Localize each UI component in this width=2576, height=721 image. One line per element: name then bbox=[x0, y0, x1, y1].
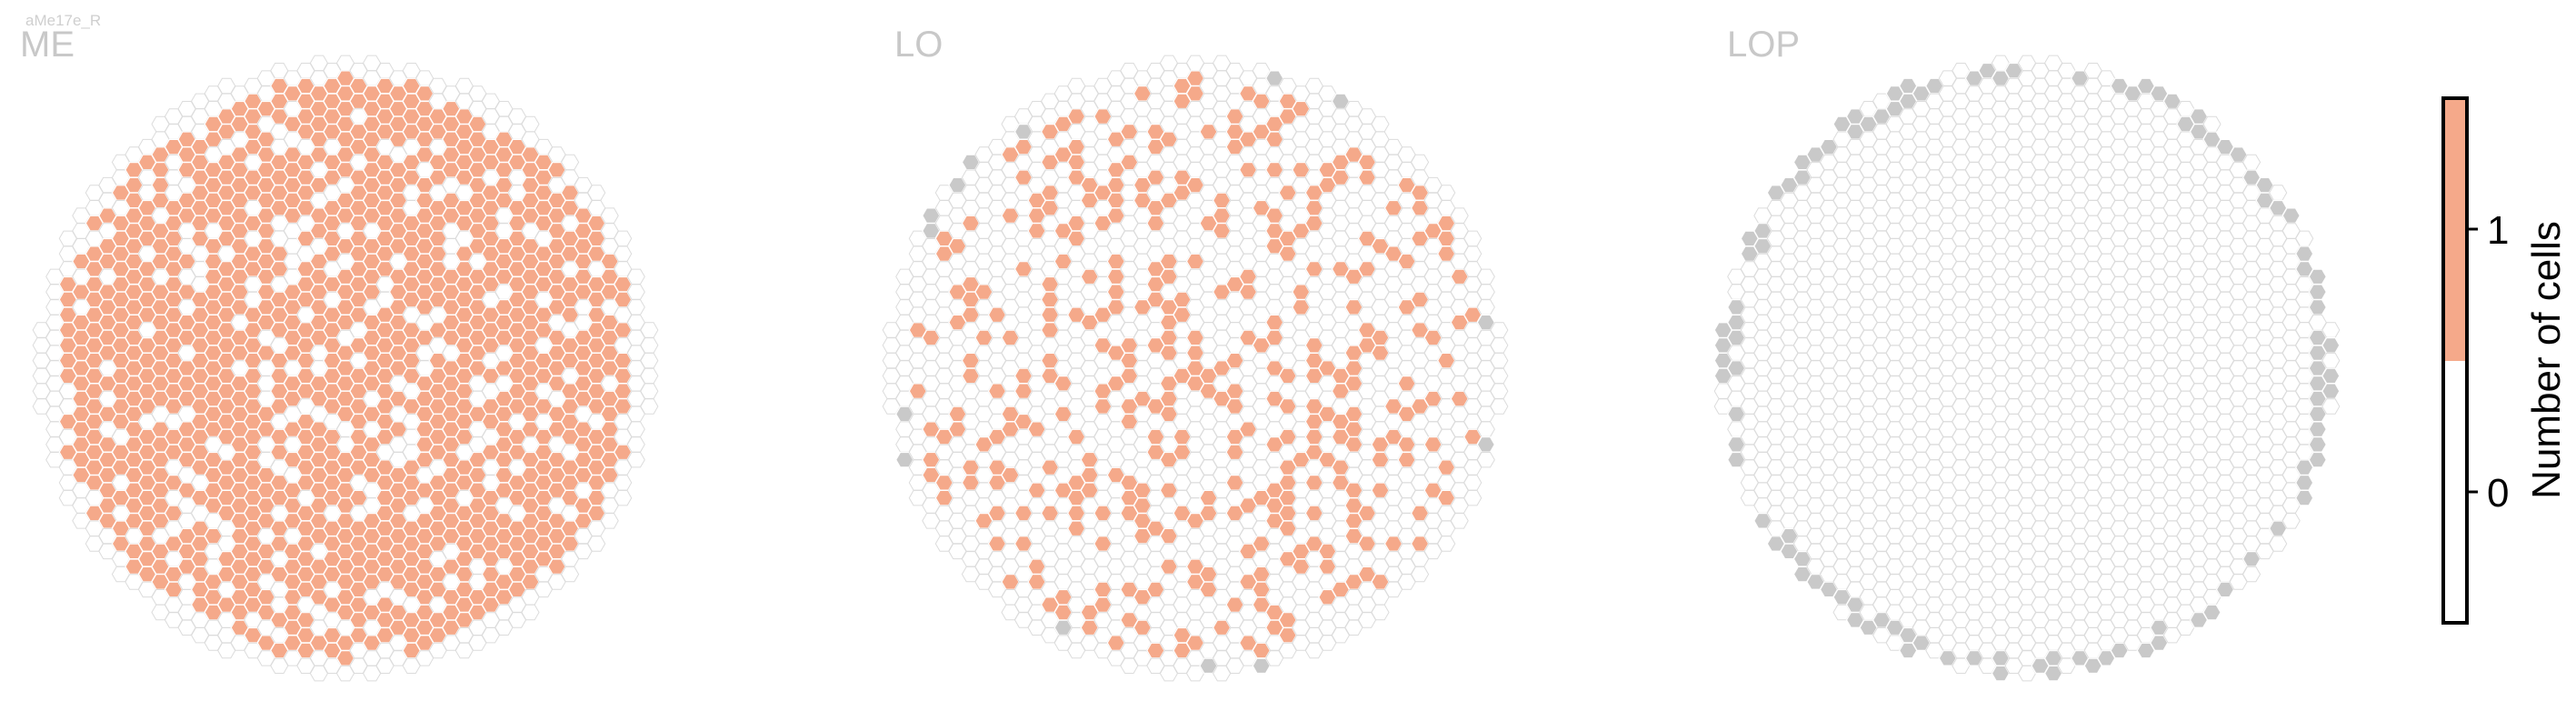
hex-cell-empty bbox=[600, 513, 619, 529]
hex-cell-boundary bbox=[2308, 268, 2327, 285]
hex-cell-empty bbox=[626, 452, 645, 468]
colorbar: 1 0 Number of cells bbox=[2441, 96, 2569, 625]
hex-cell-boundary bbox=[2308, 436, 2327, 453]
hex-cell-empty bbox=[1450, 207, 1469, 224]
hex-cell-empty bbox=[587, 185, 606, 201]
hex-cell-empty bbox=[614, 245, 633, 262]
hex-grid-lo bbox=[882, 55, 1509, 682]
colorbar-tick-1: 1 bbox=[2487, 208, 2509, 253]
hex-cell-boundary bbox=[2321, 383, 2341, 399]
colorbar-segment-zero bbox=[2443, 360, 2467, 623]
hex-cell-empty bbox=[2321, 322, 2341, 338]
panel-lo: LO bbox=[882, 25, 1509, 682]
hex-cell-empty bbox=[640, 383, 659, 399]
hex-grid-lop bbox=[1713, 55, 2341, 682]
hex-cell-empty bbox=[614, 489, 633, 506]
hex-cell-empty bbox=[2269, 185, 2288, 201]
cell-type-label: aMe17e_R bbox=[25, 12, 101, 29]
hex-cell-empty bbox=[2321, 352, 2341, 369]
hex-cell-boundary bbox=[2308, 421, 2327, 437]
hex-cell-boundary bbox=[2308, 284, 2327, 300]
hex-cell-empty bbox=[1490, 322, 1509, 338]
hex-cell-empty bbox=[600, 207, 619, 224]
hex-cell-empty bbox=[2242, 566, 2261, 583]
hex-cell-empty bbox=[1437, 536, 1456, 552]
colorbar-segment-one bbox=[2443, 98, 2467, 361]
hex-cell-empty bbox=[2295, 230, 2314, 247]
hex-cell-empty bbox=[1476, 268, 1495, 285]
hex-cell-boundary bbox=[1476, 436, 1495, 453]
hex-cell-empty bbox=[626, 284, 645, 300]
hex-cell-empty bbox=[2202, 115, 2222, 133]
hex-cell-empty bbox=[626, 421, 645, 437]
hex-cell-boundary bbox=[2308, 451, 2327, 468]
panel-title-me: ME bbox=[20, 25, 75, 65]
hex-cell-boundary bbox=[2295, 474, 2314, 491]
hex-cell-empty bbox=[561, 154, 580, 171]
hex-cell-empty bbox=[640, 367, 659, 385]
panel-title-lo: LO bbox=[894, 25, 943, 65]
panel-me: ME bbox=[20, 25, 659, 682]
hex-cell-empty bbox=[626, 436, 645, 453]
colorbar-label: Number of cells bbox=[2524, 221, 2569, 499]
hex-cell-empty bbox=[1371, 115, 1390, 133]
hex-cell-empty bbox=[614, 475, 633, 491]
hex-cell-empty bbox=[2269, 536, 2288, 552]
hex-cell-empty bbox=[1371, 604, 1390, 621]
colorbar-frame bbox=[2441, 96, 2469, 625]
hex-cell-empty bbox=[1490, 367, 1509, 385]
hex-cell-empty bbox=[1463, 230, 1483, 247]
hex-cell-empty bbox=[1490, 383, 1509, 399]
panel-lop: LOP bbox=[1713, 25, 2341, 682]
hex-cell-empty bbox=[1490, 398, 1509, 415]
hex-cell-empty bbox=[626, 299, 645, 315]
hex-cell-empty bbox=[2321, 398, 2341, 415]
hex-cell-empty bbox=[626, 268, 645, 285]
hex-cell-empty bbox=[521, 115, 540, 133]
colorbar-tick-0: 0 bbox=[2487, 471, 2509, 516]
hex-cell-boundary bbox=[2321, 367, 2341, 385]
hex-cell-empty bbox=[1490, 337, 1509, 354]
hex-cell-empty bbox=[1476, 421, 1495, 437]
hex-cell-empty bbox=[614, 230, 633, 247]
hex-cell-empty bbox=[2242, 154, 2261, 171]
hex-cell-boundary bbox=[2321, 337, 2341, 354]
hex-cell-empty bbox=[521, 604, 540, 621]
hex-cell-empty bbox=[1437, 185, 1456, 201]
hex-cell-empty bbox=[1463, 489, 1483, 506]
hex-cell-empty bbox=[561, 566, 580, 583]
hex-cell-empty bbox=[1490, 352, 1509, 369]
hex-grid-me bbox=[32, 55, 659, 682]
hex-cell-empty bbox=[1450, 513, 1469, 529]
hex-cell-empty bbox=[1476, 452, 1495, 468]
hex-cell-empty bbox=[1476, 299, 1495, 315]
hex-cell-empty bbox=[1463, 475, 1483, 491]
hex-cell-boundary bbox=[2308, 299, 2327, 315]
hex-cell-empty bbox=[1476, 284, 1495, 300]
hex-cell-empty bbox=[640, 398, 659, 415]
hex-cell-empty bbox=[1411, 154, 1430, 171]
hex-cell-empty bbox=[2281, 513, 2301, 529]
hex-cell-empty bbox=[640, 352, 659, 369]
panel-title-lop: LOP bbox=[1727, 25, 1800, 65]
hex-cell-empty bbox=[1463, 245, 1483, 262]
hex-cell-empty bbox=[640, 322, 659, 338]
hex-cell-boundary bbox=[2281, 207, 2301, 224]
hex-cell-empty bbox=[1411, 566, 1430, 583]
hex-cell-empty bbox=[587, 536, 606, 552]
hex-cell-empty bbox=[640, 337, 659, 354]
hex-cell-boundary bbox=[2202, 604, 2222, 621]
hex-cell-boundary bbox=[2295, 489, 2314, 506]
hex-cell-boundary bbox=[2295, 245, 2314, 262]
